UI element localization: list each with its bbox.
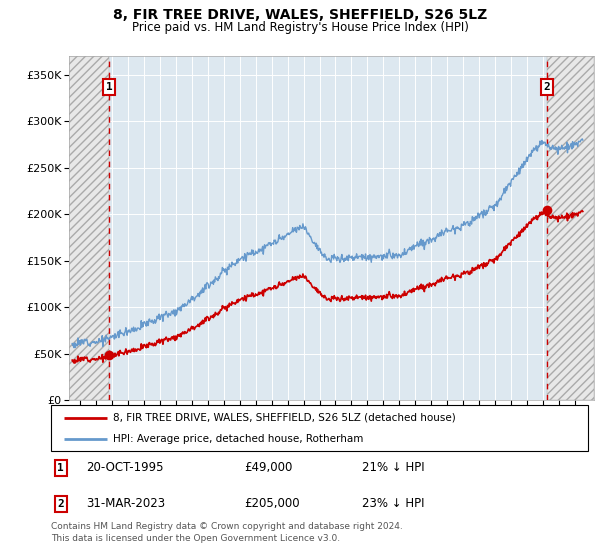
Bar xyxy=(547,56,594,400)
Text: 1: 1 xyxy=(57,463,64,473)
FancyBboxPatch shape xyxy=(51,405,588,451)
Text: 2: 2 xyxy=(544,82,550,92)
Text: 23% ↓ HPI: 23% ↓ HPI xyxy=(362,497,425,510)
Text: 20-OCT-1995: 20-OCT-1995 xyxy=(86,461,163,474)
Text: 8, FIR TREE DRIVE, WALES, SHEFFIELD, S26 5LZ: 8, FIR TREE DRIVE, WALES, SHEFFIELD, S26… xyxy=(113,8,487,22)
Text: Contains HM Land Registry data © Crown copyright and database right 2024.
This d: Contains HM Land Registry data © Crown c… xyxy=(51,522,403,543)
Text: Price paid vs. HM Land Registry's House Price Index (HPI): Price paid vs. HM Land Registry's House … xyxy=(131,21,469,34)
Text: 21% ↓ HPI: 21% ↓ HPI xyxy=(362,461,425,474)
Text: HPI: Average price, detached house, Rotherham: HPI: Average price, detached house, Roth… xyxy=(113,435,363,444)
Text: 31-MAR-2023: 31-MAR-2023 xyxy=(86,497,165,510)
Text: 1: 1 xyxy=(106,82,112,92)
Text: 2: 2 xyxy=(57,499,64,509)
Bar xyxy=(69,56,109,400)
Text: 8, FIR TREE DRIVE, WALES, SHEFFIELD, S26 5LZ (detached house): 8, FIR TREE DRIVE, WALES, SHEFFIELD, S26… xyxy=(113,413,455,423)
Text: £205,000: £205,000 xyxy=(244,497,300,510)
Text: £49,000: £49,000 xyxy=(244,461,293,474)
